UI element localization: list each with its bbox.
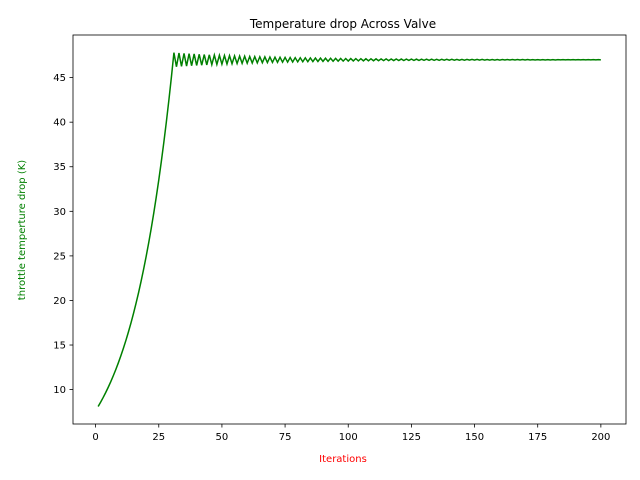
series-line — [97, 52, 601, 407]
y-tick-label: 15 — [53, 341, 66, 352]
x-tick-label: 75 — [279, 432, 292, 443]
x-tick-label: 100 — [339, 432, 358, 443]
y-tick-label: 30 — [53, 207, 66, 218]
x-tick-label: 125 — [402, 432, 421, 443]
y-axis-ticks: 10 15 20 25 30 35 40 45 — [53, 73, 73, 396]
y-tick-label: 40 — [53, 118, 66, 129]
y-axis-label: throttle temperture drop (K) — [17, 160, 28, 300]
y-tick-label: 45 — [53, 73, 66, 84]
x-tick-label: 175 — [528, 432, 547, 443]
x-tick-label: 200 — [591, 432, 610, 443]
x-axis-label: Iterations — [319, 454, 367, 465]
x-tick-label: 25 — [152, 432, 165, 443]
x-tick-label: 50 — [216, 432, 229, 443]
y-tick-label: 20 — [53, 296, 66, 307]
plot-area-frame — [72, 34, 627, 425]
y-tick-label: 10 — [53, 385, 66, 396]
x-axis-ticks: 0 25 50 75 100 125 150 175 200 — [92, 424, 610, 443]
x-tick-label: 0 — [92, 432, 98, 443]
y-tick-label: 25 — [53, 251, 66, 262]
x-tick-label: 150 — [465, 432, 484, 443]
chart-title: Temperature drop Across Valve — [249, 17, 436, 31]
y-tick-label: 35 — [53, 162, 66, 173]
